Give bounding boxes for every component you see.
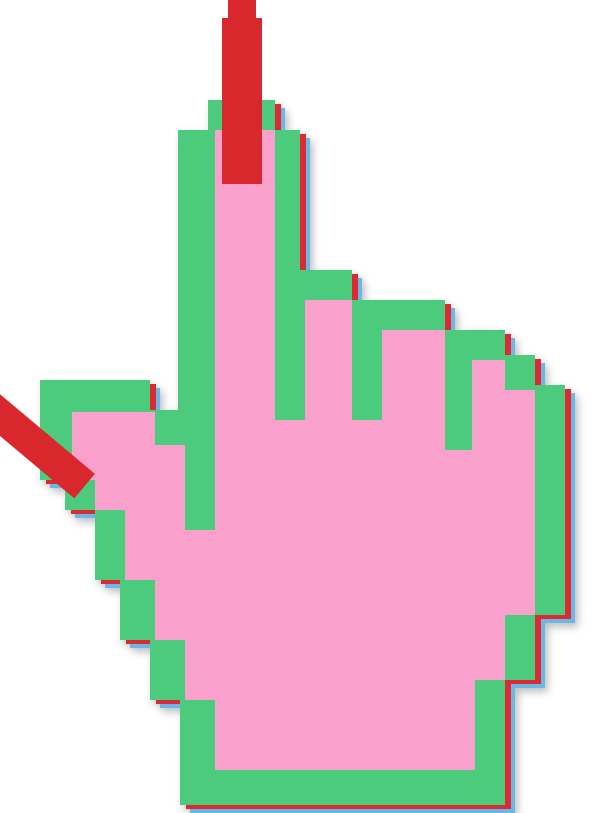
red-marks [0,0,262,499]
index-mark [222,18,262,184]
index-mark-tip [228,0,256,20]
thumb-mark [0,383,95,499]
pink-fill [72,130,535,770]
